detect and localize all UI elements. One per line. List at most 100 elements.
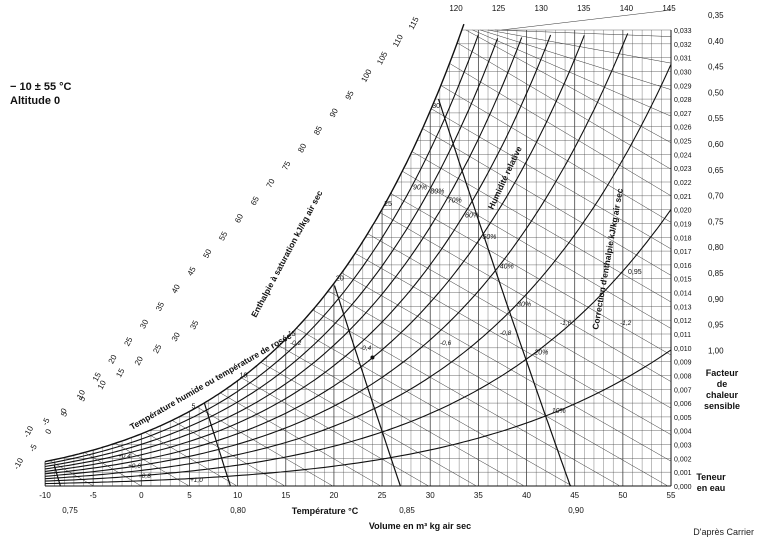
wetbulb-scale-tick: 0 bbox=[59, 406, 69, 415]
enthalpy-scale-tick: 65 bbox=[249, 194, 261, 207]
enthalpy-correction-tick: -0,8 bbox=[500, 330, 512, 337]
rh-curve-10pct bbox=[44, 349, 672, 485]
rh-curve-90pct bbox=[44, 34, 479, 465]
enthalpy-line bbox=[197, 406, 333, 487]
shf-tick-label: 0,50 bbox=[708, 88, 724, 97]
y-tick-label: 0,027 bbox=[674, 111, 692, 118]
enthalpy-line bbox=[241, 377, 429, 487]
shf-tick-label: 0,70 bbox=[708, 192, 724, 201]
x-tick-label: 25 bbox=[378, 491, 387, 500]
y-tick-label: 0,026 bbox=[674, 125, 692, 132]
x-tick-label: 40 bbox=[522, 491, 531, 500]
enthalpy-line bbox=[501, 9, 672, 31]
x-tick-label: 0 bbox=[139, 491, 144, 500]
shf-tick-label: 0,90 bbox=[708, 295, 724, 304]
enthalpy-line bbox=[220, 392, 381, 487]
enthalpy-scale-tick: -10 bbox=[12, 456, 26, 471]
enthalpy-line bbox=[354, 253, 672, 435]
x-tick-label: 15 bbox=[281, 491, 290, 500]
y-tick-label: 0,008 bbox=[674, 373, 692, 380]
saturation-temp-label: 20 bbox=[336, 275, 344, 282]
volume-line bbox=[333, 285, 401, 487]
sensible-heat-factor-label: Facteur de chaleur sensible bbox=[700, 368, 744, 412]
enthalpy-line bbox=[312, 309, 621, 487]
y-tick-label: 0,006 bbox=[674, 401, 692, 408]
saturation-temp-label: 25 bbox=[384, 201, 392, 208]
enthalpy-correction-tick: +0,6 bbox=[128, 463, 141, 470]
shf-tick-label: 0,65 bbox=[708, 166, 724, 175]
rh-curve-label: 90% bbox=[413, 185, 427, 192]
enthalpy-line bbox=[367, 233, 672, 409]
y-tick-label: 0,003 bbox=[674, 443, 692, 450]
sensible-heat-line-1: Facteur bbox=[705, 368, 739, 378]
y-tick-label: 0,009 bbox=[674, 360, 692, 367]
enthalpy-line bbox=[328, 290, 668, 487]
chart-range-label: − 10 ± 55 °C bbox=[10, 81, 72, 93]
x-tick-label: 55 bbox=[667, 491, 676, 500]
y-tick-label: 0,017 bbox=[674, 249, 692, 256]
volume-tick-label: 0,80 bbox=[230, 506, 246, 515]
enthalpy-correction-tick: +0,4 bbox=[118, 453, 131, 460]
wetbulb-scale-tick: 25 bbox=[151, 342, 163, 355]
y-tick-label: 0,032 bbox=[674, 42, 692, 49]
shf-tick-label: 1,00 bbox=[708, 346, 724, 355]
y-tick-label: 0,025 bbox=[674, 139, 692, 146]
enthalpy-line bbox=[380, 212, 672, 382]
x-tick-label: 50 bbox=[618, 491, 627, 500]
enthalpy-scale-tick: 75 bbox=[280, 159, 292, 172]
enthalpy-scale-tick: 25 bbox=[122, 335, 134, 348]
rh-curve-30pct bbox=[44, 64, 672, 480]
wetbulb-scale-tick: -10 bbox=[22, 424, 36, 439]
enthalpy-scale-tick: 115 bbox=[407, 15, 421, 31]
top-enthalpy-tick: 120 bbox=[449, 4, 463, 13]
enthalpy-line bbox=[278, 345, 525, 487]
x-tick-label: -5 bbox=[90, 491, 98, 500]
y-tick-label: 0,016 bbox=[674, 263, 692, 270]
enthalpy-scale-tick: 60 bbox=[233, 212, 245, 225]
enthalpy-scale-tick: 95 bbox=[344, 89, 356, 102]
enthalpy-scale-tick: 40 bbox=[170, 282, 182, 295]
x-tick-label: 10 bbox=[233, 491, 242, 500]
saturation-temp-label: 5 bbox=[191, 403, 195, 410]
wetbulb-scale-tick: 35 bbox=[188, 318, 200, 331]
y-tick-label: 0,022 bbox=[674, 180, 692, 187]
enthalpy-scale-tick: 90 bbox=[328, 106, 340, 119]
enthalpy-scale-tick: 105 bbox=[375, 50, 389, 66]
enthalpy-line bbox=[440, 85, 672, 223]
y-tick-label: 0,004 bbox=[674, 429, 692, 436]
shf-tick-label: 0,80 bbox=[708, 243, 724, 252]
saturation-line bbox=[44, 23, 465, 463]
enthalpy-correction-tick: +1,0 bbox=[190, 477, 203, 484]
volume-line bbox=[203, 402, 231, 487]
y-tick-label: 0,007 bbox=[674, 387, 692, 394]
volume-tick-label: 0,85 bbox=[399, 506, 415, 515]
wetbulb-scale-tick: 15 bbox=[114, 366, 126, 379]
water-content-label: Teneur en eau bbox=[696, 472, 726, 494]
volume-tick-label: 0,90 bbox=[568, 506, 584, 515]
x-tick-label: 20 bbox=[329, 491, 338, 500]
shf-tick-label: 0,60 bbox=[708, 140, 724, 149]
top-enthalpy-tick: 125 bbox=[492, 4, 506, 13]
enthalpy-correction-tick: +0,8 bbox=[138, 473, 151, 480]
enthalpy-correction-tick: -1,0 bbox=[560, 320, 572, 327]
y-tick-label: 0,033 bbox=[674, 28, 692, 35]
y-tick-label: 0,020 bbox=[674, 208, 692, 215]
enthalpy-correction-tick: -0,6 bbox=[440, 340, 452, 347]
y-tick-label: 0,029 bbox=[674, 83, 692, 90]
rh-curve-label: 10% bbox=[552, 408, 566, 415]
water-content-line-1: Teneur bbox=[696, 472, 726, 482]
x-tick-label: 35 bbox=[474, 491, 483, 500]
top-enthalpy-tick: 140 bbox=[620, 4, 634, 13]
enthalpy-scale-tick: 80 bbox=[296, 142, 308, 155]
enthalpy-scale-tick: 30 bbox=[138, 318, 150, 331]
enthalpy-correction-tick: -1,2 bbox=[620, 320, 632, 327]
volume-line bbox=[437, 98, 571, 487]
top-enthalpy-tick: 135 bbox=[577, 4, 591, 13]
enthalpy-scale-tick: 35 bbox=[154, 300, 166, 313]
top-enthalpy-tick: 145 bbox=[662, 4, 676, 13]
enthalpy-line bbox=[480, 29, 672, 90]
y-tick-label: 0,014 bbox=[674, 291, 692, 298]
enthalpy-scale-tick: 100 bbox=[359, 67, 373, 83]
enthalpy-line bbox=[260, 362, 477, 487]
